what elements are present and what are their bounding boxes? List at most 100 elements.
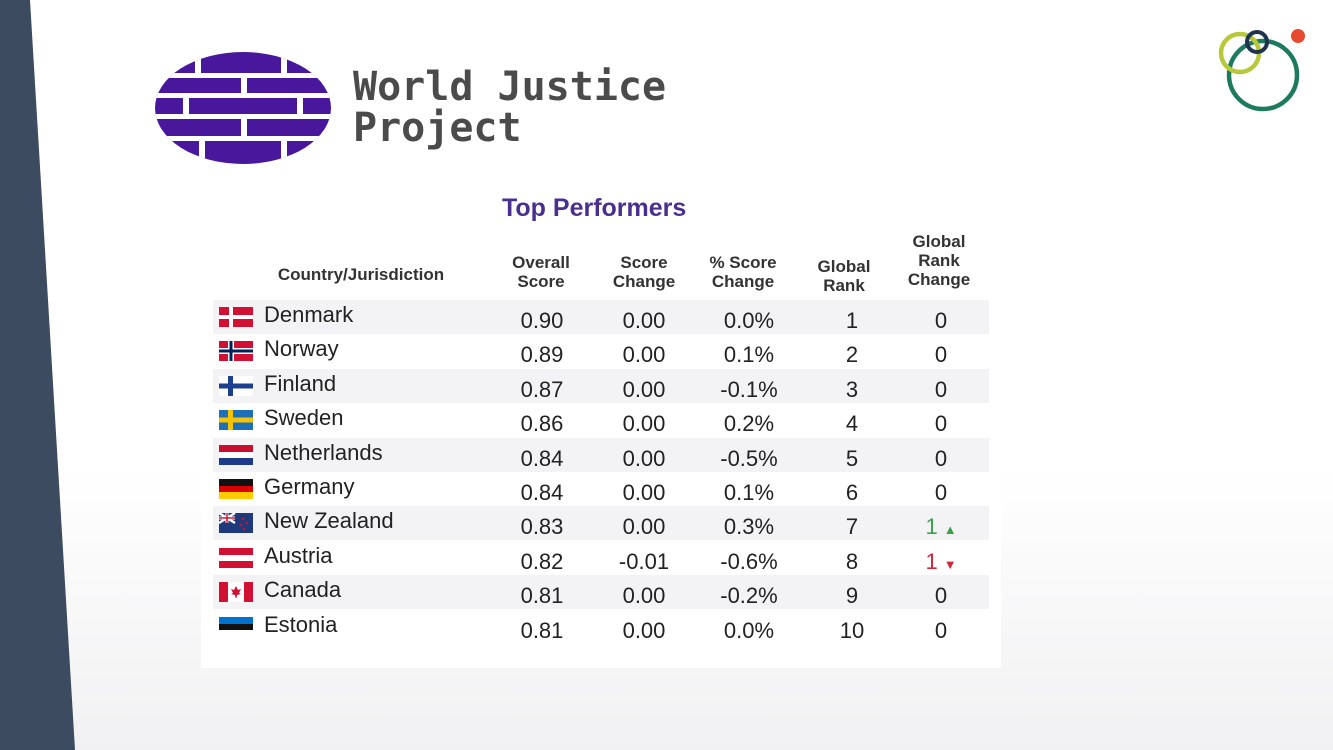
top-performers-table: Top Performers Country/Jurisdiction Over…	[201, 190, 1001, 668]
rank-change-value: 1	[925, 548, 938, 574]
brand-name: World Justice Project	[353, 67, 666, 149]
global-rank-change-cell: 0	[903, 618, 979, 644]
table-title: Top Performers	[502, 194, 687, 222]
global-rank-cell: 1	[845, 308, 859, 333]
germany-flag-icon	[219, 479, 253, 499]
pct-score-change-cell: 0.1%	[723, 480, 775, 505]
country-name: Germany	[264, 474, 355, 499]
new-zealand-flag-icon	[219, 513, 253, 534]
globe-logo-icon	[155, 52, 331, 164]
overall-score-cell: 0.81	[520, 583, 564, 609]
header-global-rank: Global Rank	[817, 257, 871, 295]
overall-score-cell: 0.84	[520, 445, 564, 471]
table-row: Austria 0.82 -0.01 -0.6% 8 1 ▼	[213, 541, 989, 575]
global-rank-cell: 4	[845, 411, 859, 437]
score-change-cell: 0.00	[622, 376, 666, 402]
pct-score-change-cell: -0.2%	[720, 583, 778, 609]
score-change-cell: 0.00	[622, 308, 666, 333]
global-rank-change-cell: 0	[903, 446, 979, 472]
score-change-cell: 0.00	[622, 445, 666, 471]
global-rank-change-cell: 0	[903, 377, 979, 403]
rank-change-value: 0	[934, 480, 948, 505]
score-change-cell: -0.01	[618, 548, 670, 574]
decorative-circles-icon	[1218, 29, 1305, 112]
global-rank-change-cell: 1 ▲	[903, 514, 979, 540]
estonia-flag-icon	[219, 616, 253, 637]
global-rank-change-cell: 0	[903, 342, 979, 368]
score-change-cell: 0.00	[622, 342, 666, 368]
rank-change-value: 0	[934, 445, 948, 471]
pct-score-change-cell: 0.2%	[723, 411, 775, 437]
finland-flag-icon	[219, 375, 253, 396]
global-rank-change-cell: 1 ▼	[903, 549, 979, 575]
pct-score-change-cell: -0.1%	[720, 376, 778, 402]
rank-down-arrow-icon: ▼	[943, 556, 957, 572]
global-rank-change-cell: 0	[903, 480, 979, 506]
global-rank-cell: 10	[839, 617, 865, 643]
pct-score-change-cell: -0.6%	[720, 548, 778, 574]
global-rank-cell: 2	[845, 342, 859, 368]
country-name: Netherlands	[264, 439, 383, 465]
header-overall-score: Overall Score	[512, 253, 570, 291]
score-change-cell: 0.00	[622, 480, 666, 505]
rank-change-value: 0	[934, 308, 948, 333]
table-row: Norway 0.89 0.00 0.1% 2 0	[213, 334, 989, 368]
netherlands-flag-icon	[219, 444, 253, 465]
global-rank-cell: 3	[845, 376, 859, 402]
rank-change-value: 0	[934, 376, 948, 402]
global-rank-cell: 5	[845, 445, 859, 471]
table-row: Netherlands 0.84 0.00 -0.5% 5 0	[213, 437, 989, 472]
country-name: Canada	[264, 577, 342, 603]
score-change-cell: 0.00	[622, 583, 666, 609]
rank-up-arrow-icon: ▲	[943, 522, 957, 538]
country-name: Estonia	[264, 611, 338, 637]
header-country: Country/Jurisdiction	[277, 265, 445, 284]
brand-name-line2: Project	[353, 105, 522, 151]
denmark-flag-icon	[219, 307, 253, 327]
pct-score-change-cell: 0.3%	[723, 514, 775, 540]
rank-change-value: 0	[934, 617, 948, 643]
global-rank-cell: 9	[845, 583, 859, 609]
score-change-cell: 0.00	[622, 411, 666, 437]
global-rank-change-cell: 0	[903, 308, 979, 334]
header-global-rank-change: Global Rank Change	[907, 232, 971, 289]
table-row: Sweden 0.86 0.00 0.2% 4 0	[213, 403, 989, 437]
pct-score-change-cell: 0.0%	[723, 617, 775, 643]
global-rank-cell: 8	[845, 548, 859, 574]
country-name: Sweden	[264, 405, 344, 431]
score-change-cell: 0.00	[622, 617, 666, 643]
austria-flag-icon	[219, 547, 253, 568]
header-score-change: Score Change	[612, 253, 676, 291]
table-row: Germany 0.84 0.00 0.1% 6 0	[213, 472, 989, 506]
pct-score-change-cell: 0.1%	[723, 342, 775, 368]
pct-score-change-cell: 0.0%	[723, 308, 775, 333]
overall-score-cell: 0.81	[520, 617, 564, 643]
table-row: Canada 0.81 0.00 -0.2% 9 0	[213, 575, 989, 610]
rank-change-value: 0	[934, 583, 948, 609]
overall-score-cell: 0.84	[520, 480, 564, 505]
table-row: Estonia 0.81 0.00 0.0% 10 0	[213, 610, 989, 644]
rank-change-value: 0	[934, 411, 948, 437]
table-row: Denmark 0.90 0.00 0.0% 1 0	[213, 300, 989, 334]
overall-score-cell: 0.89	[520, 342, 564, 368]
global-rank-cell: 7	[845, 514, 859, 540]
table-row: New Zealand 0.83 0.00 0.3% 7 1 ▲	[213, 506, 989, 541]
table-row: Finland 0.87 0.00 -0.1% 3 0	[213, 368, 989, 403]
canada-flag-icon	[219, 582, 253, 603]
country-name: Austria	[264, 542, 333, 568]
global-rank-change-cell: 0	[903, 583, 979, 609]
country-name: New Zealand	[264, 508, 394, 534]
pct-score-change-cell: -0.5%	[720, 445, 778, 471]
global-rank-change-cell: 0	[903, 411, 979, 437]
rank-change-value: 1	[925, 514, 938, 540]
country-name: Finland	[264, 370, 337, 396]
sweden-flag-icon	[219, 410, 253, 431]
global-rank-cell: 6	[845, 480, 859, 505]
header-pct-score-change: % Score Change	[709, 253, 777, 291]
overall-score-cell: 0.86	[520, 411, 564, 437]
overall-score-cell: 0.90	[520, 308, 564, 333]
left-accent-bar	[0, 0, 75, 750]
country-name: Denmark	[264, 302, 354, 327]
norway-flag-icon	[219, 341, 253, 362]
score-change-cell: 0.00	[622, 514, 666, 540]
